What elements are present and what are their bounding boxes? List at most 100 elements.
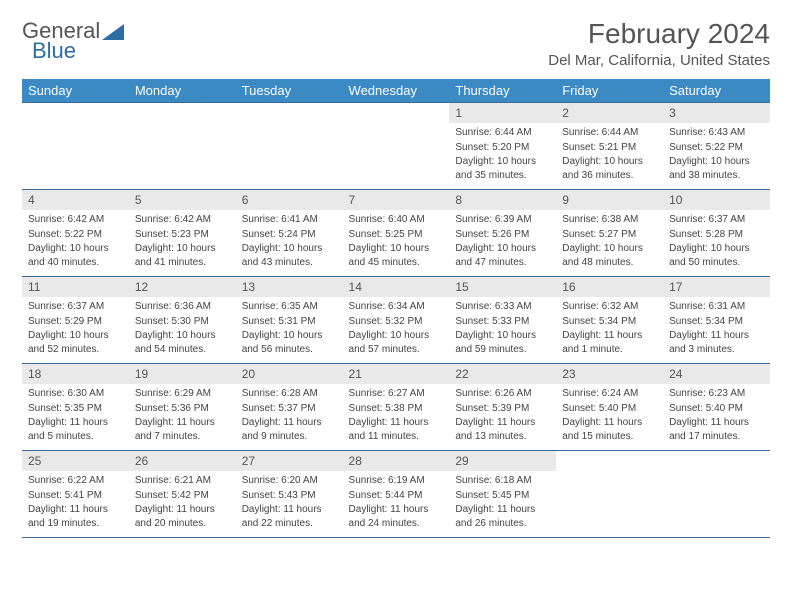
- daylight-text: Daylight: 11 hours and 9 minutes.: [242, 416, 337, 443]
- sunset-text: Sunset: 5:36 PM: [135, 402, 230, 416]
- sunset-text: Sunset: 5:45 PM: [455, 489, 550, 503]
- day-number: 17: [663, 277, 770, 297]
- day-number: 24: [663, 364, 770, 384]
- day-detail: Sunrise: 6:30 AMSunset: 5:35 PMDaylight:…: [22, 384, 129, 450]
- calendar-day-cell: 21Sunrise: 6:27 AMSunset: 5:38 PMDayligh…: [343, 364, 450, 451]
- day-detail: Sunrise: 6:34 AMSunset: 5:32 PMDaylight:…: [343, 297, 450, 363]
- calendar-day-cell: 17Sunrise: 6:31 AMSunset: 5:34 PMDayligh…: [663, 277, 770, 364]
- calendar-body: 1Sunrise: 6:44 AMSunset: 5:20 PMDaylight…: [22, 103, 770, 538]
- logo-triangle-icon: [102, 22, 124, 40]
- weekday-header: Tuesday: [236, 79, 343, 103]
- calendar-day-cell: 24Sunrise: 6:23 AMSunset: 5:40 PMDayligh…: [663, 364, 770, 451]
- day-number: 11: [22, 277, 129, 297]
- sunrise-text: Sunrise: 6:37 AM: [669, 213, 764, 227]
- daylight-text: Daylight: 10 hours and 38 minutes.: [669, 155, 764, 182]
- sunrise-text: Sunrise: 6:42 AM: [135, 213, 230, 227]
- day-detail: Sunrise: 6:31 AMSunset: 5:34 PMDaylight:…: [663, 297, 770, 363]
- day-detail: Sunrise: 6:38 AMSunset: 5:27 PMDaylight:…: [556, 210, 663, 276]
- day-number: 4: [22, 190, 129, 210]
- day-number: 8: [449, 190, 556, 210]
- location-text: Del Mar, California, United States: [548, 52, 770, 69]
- day-detail: Sunrise: 6:36 AMSunset: 5:30 PMDaylight:…: [129, 297, 236, 363]
- calendar-day-cell: 3Sunrise: 6:43 AMSunset: 5:22 PMDaylight…: [663, 103, 770, 190]
- day-number: 22: [449, 364, 556, 384]
- day-number: 13: [236, 277, 343, 297]
- sunrise-text: Sunrise: 6:19 AM: [349, 474, 444, 488]
- calendar-day-cell: 6Sunrise: 6:41 AMSunset: 5:24 PMDaylight…: [236, 190, 343, 277]
- empty-day: [236, 103, 343, 123]
- sunrise-text: Sunrise: 6:23 AM: [669, 387, 764, 401]
- daylight-text: Daylight: 10 hours and 50 minutes.: [669, 242, 764, 269]
- day-number: 23: [556, 364, 663, 384]
- sunset-text: Sunset: 5:30 PM: [135, 315, 230, 329]
- day-detail: Sunrise: 6:39 AMSunset: 5:26 PMDaylight:…: [449, 210, 556, 276]
- daylight-text: Daylight: 11 hours and 5 minutes.: [28, 416, 123, 443]
- sunset-text: Sunset: 5:33 PM: [455, 315, 550, 329]
- daylight-text: Daylight: 11 hours and 19 minutes.: [28, 503, 123, 530]
- calendar-day-cell: 29Sunrise: 6:18 AMSunset: 5:45 PMDayligh…: [449, 451, 556, 538]
- sunset-text: Sunset: 5:27 PM: [562, 228, 657, 242]
- daylight-text: Daylight: 10 hours and 48 minutes.: [562, 242, 657, 269]
- calendar-day-cell: 19Sunrise: 6:29 AMSunset: 5:36 PMDayligh…: [129, 364, 236, 451]
- sunrise-text: Sunrise: 6:38 AM: [562, 213, 657, 227]
- calendar-week-row: 11Sunrise: 6:37 AMSunset: 5:29 PMDayligh…: [22, 277, 770, 364]
- day-detail: Sunrise: 6:23 AMSunset: 5:40 PMDaylight:…: [663, 384, 770, 450]
- sunrise-text: Sunrise: 6:40 AM: [349, 213, 444, 227]
- sunset-text: Sunset: 5:39 PM: [455, 402, 550, 416]
- day-number: 9: [556, 190, 663, 210]
- calendar-day-cell: [129, 103, 236, 190]
- logo-text-blue: Blue: [32, 38, 76, 64]
- daylight-text: Daylight: 11 hours and 22 minutes.: [242, 503, 337, 530]
- calendar-day-cell: 1Sunrise: 6:44 AMSunset: 5:20 PMDaylight…: [449, 103, 556, 190]
- sunrise-text: Sunrise: 6:35 AM: [242, 300, 337, 314]
- calendar-table: Sunday Monday Tuesday Wednesday Thursday…: [22, 79, 770, 538]
- daylight-text: Daylight: 10 hours and 35 minutes.: [455, 155, 550, 182]
- sunset-text: Sunset: 5:44 PM: [349, 489, 444, 503]
- day-detail: Sunrise: 6:42 AMSunset: 5:22 PMDaylight:…: [22, 210, 129, 276]
- header: General February 2024 Del Mar, Californi…: [22, 18, 770, 69]
- sunset-text: Sunset: 5:22 PM: [669, 141, 764, 155]
- day-number: 3: [663, 103, 770, 123]
- day-detail: Sunrise: 6:44 AMSunset: 5:20 PMDaylight:…: [449, 123, 556, 189]
- calendar-day-cell: 12Sunrise: 6:36 AMSunset: 5:30 PMDayligh…: [129, 277, 236, 364]
- day-detail: Sunrise: 6:37 AMSunset: 5:29 PMDaylight:…: [22, 297, 129, 363]
- daylight-text: Daylight: 10 hours and 41 minutes.: [135, 242, 230, 269]
- weekday-header: Friday: [556, 79, 663, 103]
- day-detail: Sunrise: 6:42 AMSunset: 5:23 PMDaylight:…: [129, 210, 236, 276]
- calendar-day-cell: 27Sunrise: 6:20 AMSunset: 5:43 PMDayligh…: [236, 451, 343, 538]
- day-detail: Sunrise: 6:41 AMSunset: 5:24 PMDaylight:…: [236, 210, 343, 276]
- sunrise-text: Sunrise: 6:24 AM: [562, 387, 657, 401]
- day-detail: Sunrise: 6:37 AMSunset: 5:28 PMDaylight:…: [663, 210, 770, 276]
- sunset-text: Sunset: 5:43 PM: [242, 489, 337, 503]
- day-number: 25: [22, 451, 129, 471]
- day-number: 20: [236, 364, 343, 384]
- sunset-text: Sunset: 5:34 PM: [562, 315, 657, 329]
- weekday-header: Sunday: [22, 79, 129, 103]
- sunrise-text: Sunrise: 6:36 AM: [135, 300, 230, 314]
- sunset-text: Sunset: 5:31 PM: [242, 315, 337, 329]
- sunset-text: Sunset: 5:25 PM: [349, 228, 444, 242]
- day-number: 28: [343, 451, 450, 471]
- calendar-day-cell: 7Sunrise: 6:40 AMSunset: 5:25 PMDaylight…: [343, 190, 450, 277]
- day-detail: Sunrise: 6:22 AMSunset: 5:41 PMDaylight:…: [22, 471, 129, 537]
- calendar-day-cell: 16Sunrise: 6:32 AMSunset: 5:34 PMDayligh…: [556, 277, 663, 364]
- calendar-day-cell: [22, 103, 129, 190]
- calendar-day-cell: 22Sunrise: 6:26 AMSunset: 5:39 PMDayligh…: [449, 364, 556, 451]
- day-number: 5: [129, 190, 236, 210]
- calendar-day-cell: 5Sunrise: 6:42 AMSunset: 5:23 PMDaylight…: [129, 190, 236, 277]
- sunset-text: Sunset: 5:24 PM: [242, 228, 337, 242]
- sunrise-text: Sunrise: 6:34 AM: [349, 300, 444, 314]
- day-detail: Sunrise: 6:40 AMSunset: 5:25 PMDaylight:…: [343, 210, 450, 276]
- sunset-text: Sunset: 5:26 PM: [455, 228, 550, 242]
- sunrise-text: Sunrise: 6:21 AM: [135, 474, 230, 488]
- sunrise-text: Sunrise: 6:33 AM: [455, 300, 550, 314]
- day-detail: Sunrise: 6:43 AMSunset: 5:22 PMDaylight:…: [663, 123, 770, 189]
- sunset-text: Sunset: 5:28 PM: [669, 228, 764, 242]
- sunrise-text: Sunrise: 6:28 AM: [242, 387, 337, 401]
- sunrise-text: Sunrise: 6:30 AM: [28, 387, 123, 401]
- calendar-day-cell: [663, 451, 770, 538]
- day-number: 29: [449, 451, 556, 471]
- daylight-text: Daylight: 10 hours and 59 minutes.: [455, 329, 550, 356]
- calendar-header-row: Sunday Monday Tuesday Wednesday Thursday…: [22, 79, 770, 103]
- sunrise-text: Sunrise: 6:20 AM: [242, 474, 337, 488]
